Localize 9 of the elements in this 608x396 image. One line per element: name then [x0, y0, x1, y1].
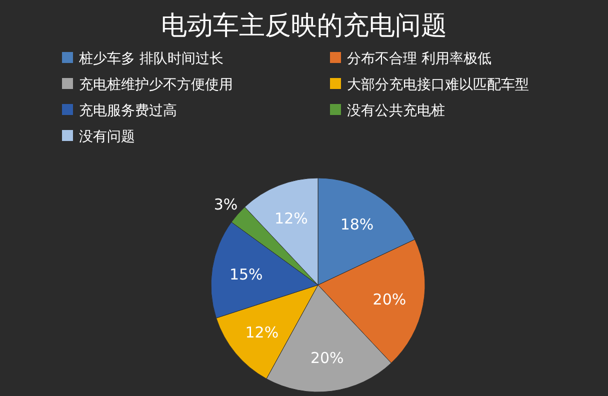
data-label: 15%	[229, 266, 263, 284]
data-label: 3%	[214, 196, 238, 214]
data-label: 12%	[274, 209, 308, 228]
data-label: 20%	[372, 290, 406, 309]
chart-title: 电动车主反映的充电问题	[161, 11, 447, 41]
data-label: 12%	[245, 323, 279, 342]
data-label: 20%	[310, 349, 344, 368]
data-label: 18%	[340, 216, 374, 234]
legend-label: 没有问题	[79, 129, 135, 145]
